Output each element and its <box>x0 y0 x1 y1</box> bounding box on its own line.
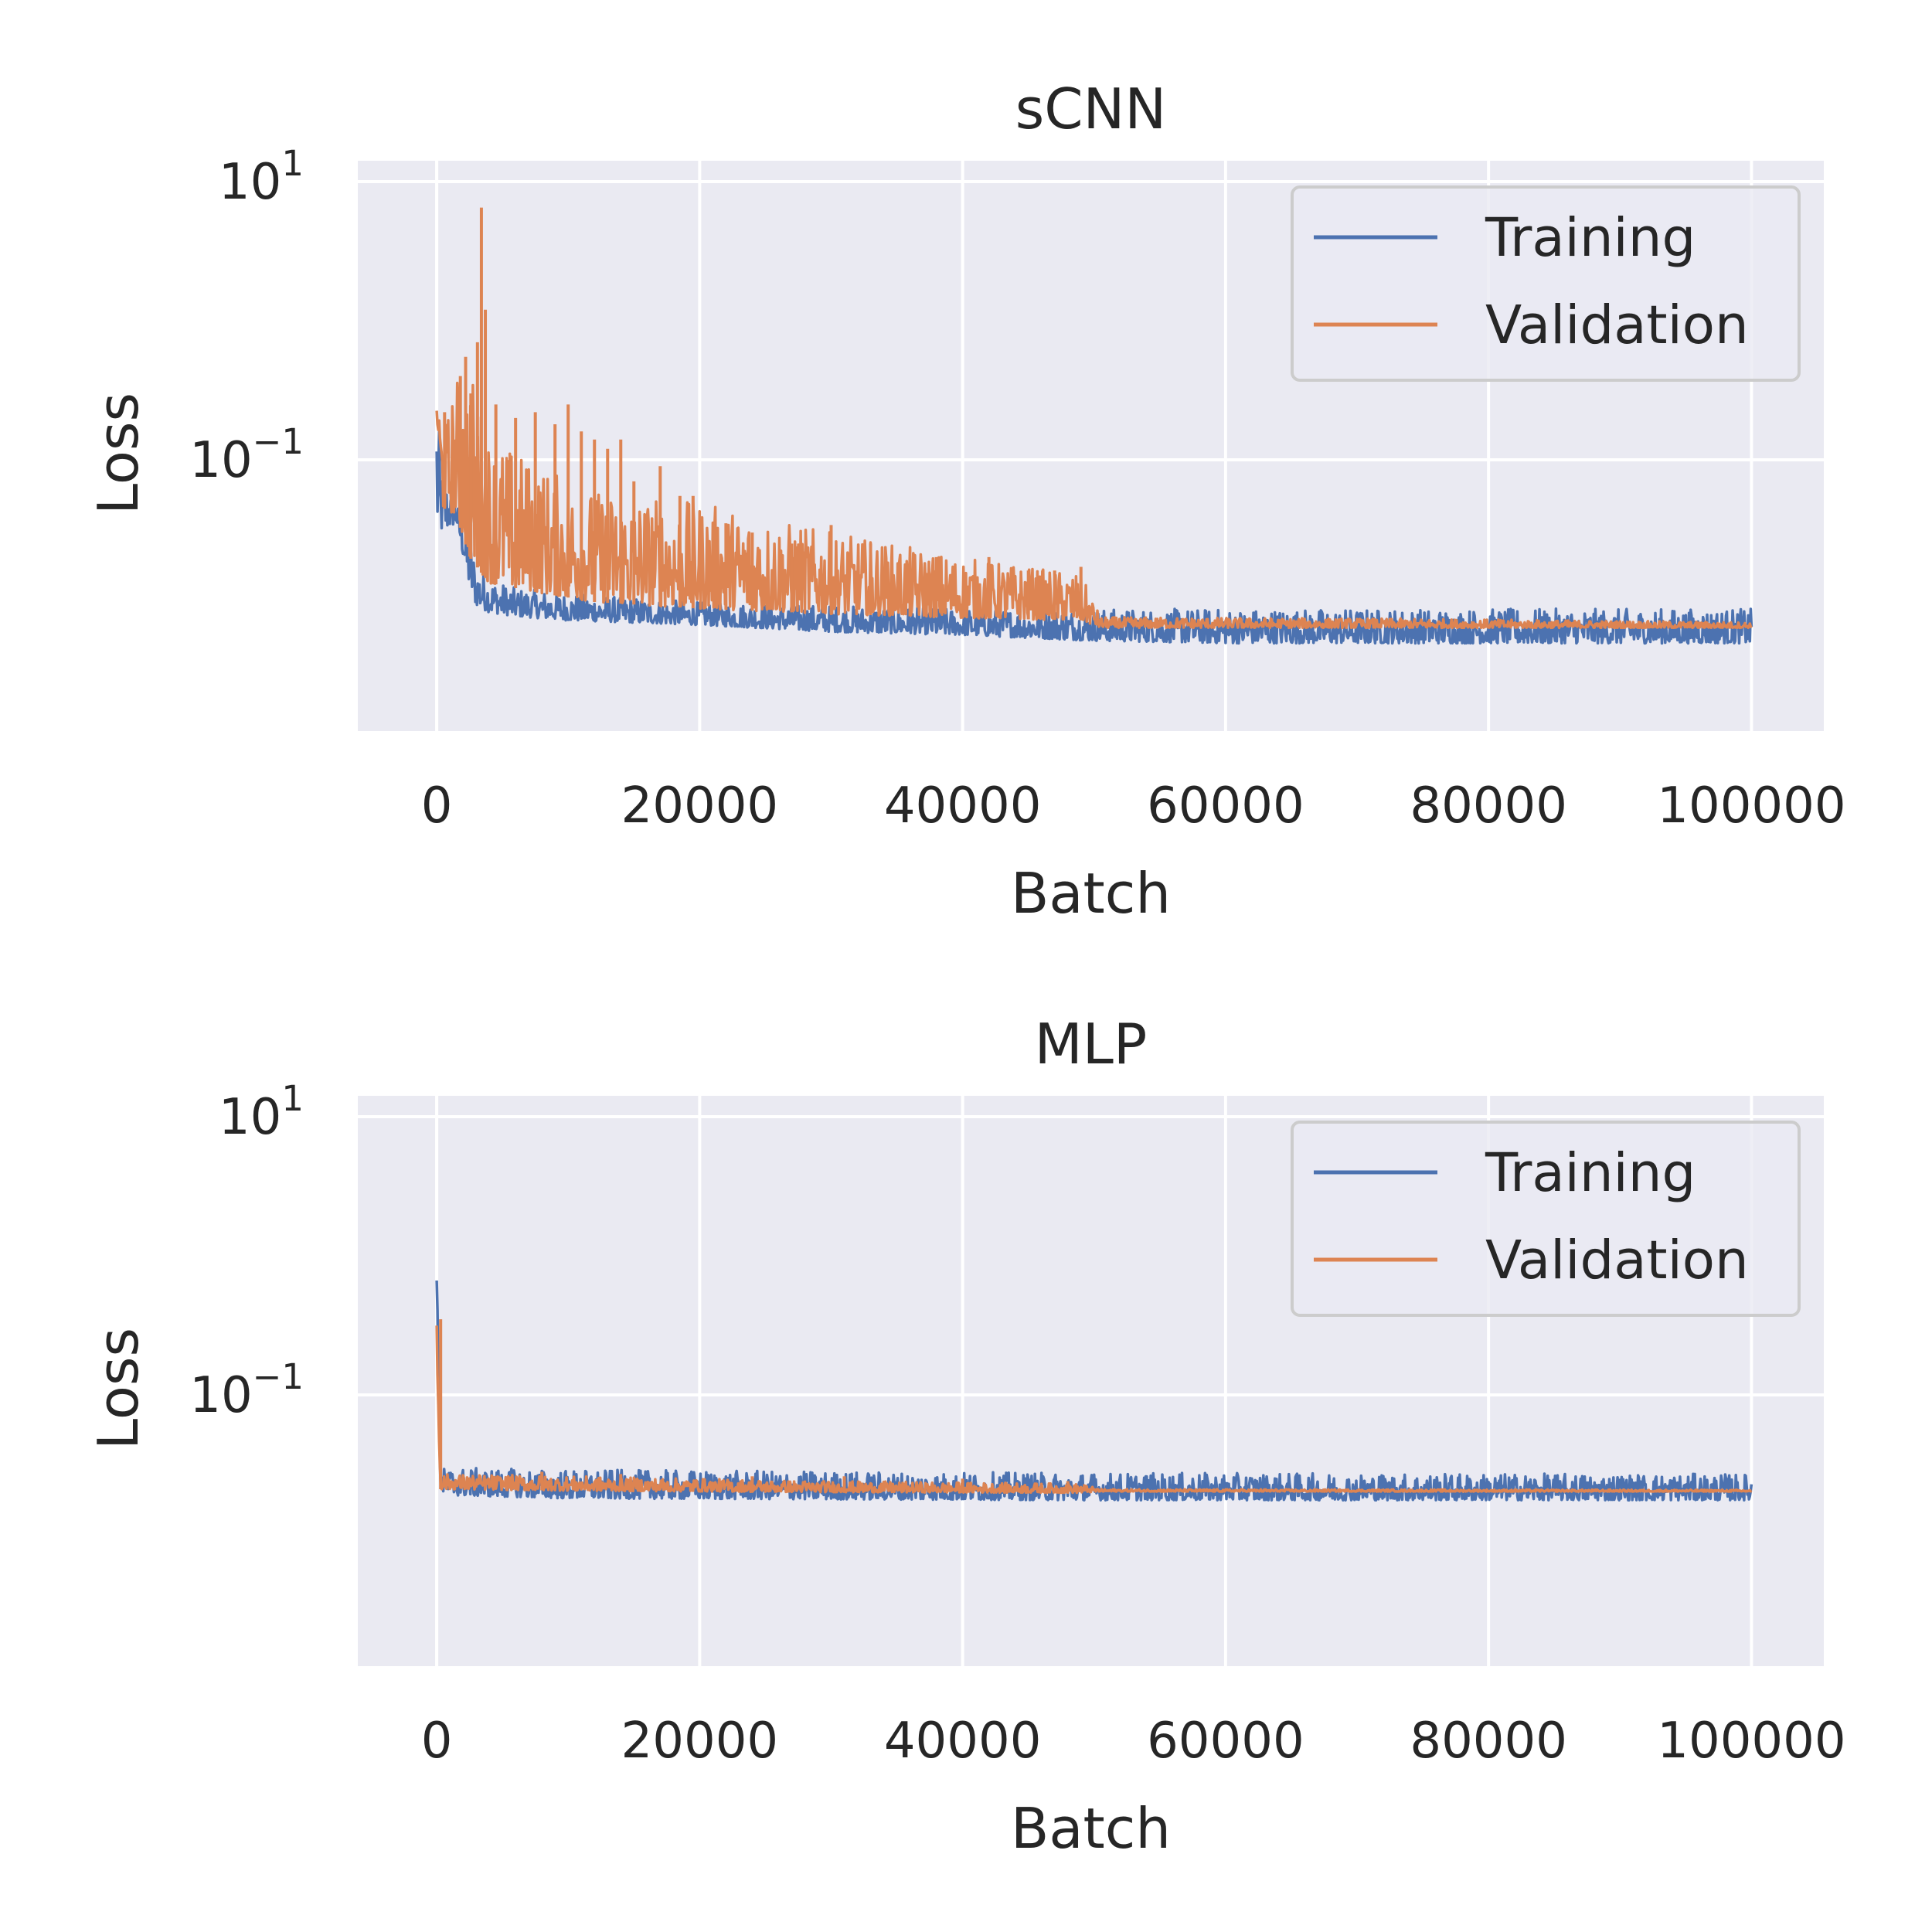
y-tick-label: 101 <box>219 143 304 211</box>
legend-label-training: Training <box>1485 207 1696 269</box>
legend-label-training: Training <box>1485 1142 1696 1204</box>
x-axis-label: Batch <box>1011 861 1171 926</box>
legend: Training Validation <box>1291 1121 1801 1317</box>
y-tick-exponent: −1 <box>253 421 304 462</box>
x-tick-label: 100000 <box>1657 1713 1845 1770</box>
chart-title: sCNN <box>1015 77 1167 141</box>
y-tick-base: 10 <box>189 432 252 489</box>
y-axis-label: Loss <box>86 393 151 515</box>
y-tick-label: 10−1 <box>189 1356 304 1424</box>
y-tick-base: 10 <box>219 154 281 211</box>
y-tick-exponent: −1 <box>253 1356 304 1397</box>
series-line-validation <box>435 381 1753 630</box>
x-tick-label: 100000 <box>1657 777 1845 835</box>
x-tick-label: 60000 <box>1147 777 1304 835</box>
x-tick-label: 40000 <box>884 1713 1042 1770</box>
series-line-validation <box>435 1325 1753 1495</box>
series-line-training <box>435 1280 1753 1502</box>
x-tick-label: 20000 <box>621 1713 779 1770</box>
chart-title: MLP <box>1035 1012 1148 1077</box>
y-tick-exponent: 1 <box>281 1078 304 1119</box>
y-tick-base: 10 <box>189 1367 252 1424</box>
x-tick-label: 80000 <box>1410 777 1567 835</box>
x-tick-label: 60000 <box>1147 1713 1304 1770</box>
y-axis-label: Loss <box>86 1328 151 1450</box>
x-tick-label: 40000 <box>884 777 1042 835</box>
x-tick-label: 80000 <box>1410 1713 1567 1770</box>
legend-label-validation: Validation <box>1485 294 1749 356</box>
x-tick-label: 20000 <box>621 777 779 835</box>
legend-label-validation: Validation <box>1485 1230 1749 1291</box>
y-tick-label: 10−1 <box>189 421 304 489</box>
legend: Training Validation <box>1291 185 1801 382</box>
y-tick-base: 10 <box>219 1089 281 1146</box>
y-tick-label: 101 <box>219 1078 304 1146</box>
x-axis-label: Batch <box>1011 1796 1171 1861</box>
y-tick-exponent: 1 <box>281 143 304 184</box>
x-tick-label: 0 <box>421 1713 453 1770</box>
x-tick-label: 0 <box>421 777 453 835</box>
